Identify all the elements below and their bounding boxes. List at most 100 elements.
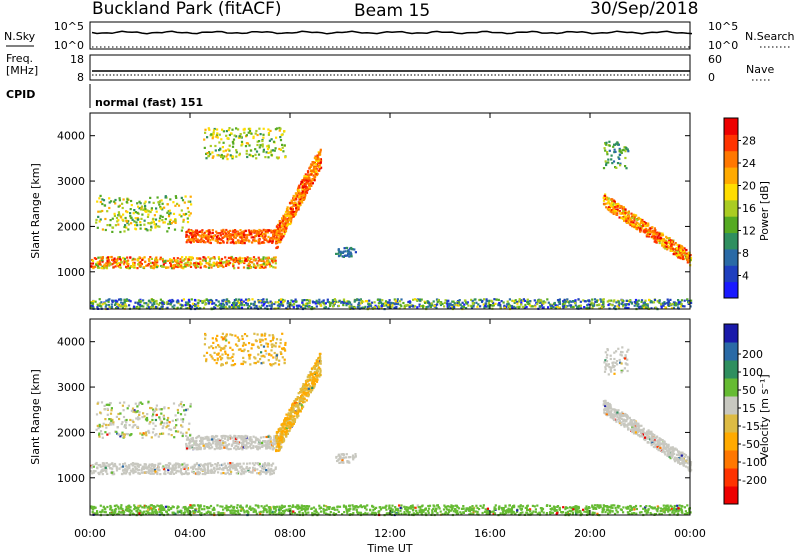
echo-cell (96, 200, 99, 203)
echo-cell (136, 511, 139, 514)
echo-cell (237, 509, 240, 512)
echo-cell (411, 304, 415, 307)
echo-cell (611, 506, 614, 510)
echo-cell (563, 298, 566, 301)
echo-cell (194, 236, 197, 240)
echo-cell (156, 196, 159, 199)
echo-cell (124, 303, 127, 306)
echo-cell (641, 220, 644, 223)
echo-cell (259, 133, 262, 136)
echo-cell (227, 129, 230, 132)
echo-cell (111, 263, 114, 266)
echo-cell (253, 302, 256, 305)
echo-cell (108, 197, 111, 200)
echo-cell (191, 305, 194, 309)
echo-cell (106, 256, 109, 259)
echo-cell (579, 300, 582, 303)
echo-cell (273, 233, 276, 236)
echo-cell (214, 144, 217, 148)
echo-cell (526, 298, 529, 301)
echo-cell (648, 298, 651, 301)
echo-cell (225, 298, 228, 301)
echo-cell (92, 306, 95, 309)
echo-cell (463, 303, 466, 306)
echo-cell (409, 507, 413, 510)
echo-cell (354, 505, 357, 508)
echo-cell (250, 236, 253, 239)
echo-cell (113, 257, 116, 260)
echo-cell (668, 239, 671, 242)
echo-cell (441, 302, 444, 305)
echo-cell (391, 510, 394, 514)
echo-cell (228, 238, 231, 241)
echo-cell (301, 305, 304, 309)
echo-cell (391, 504, 394, 507)
echo-cell (199, 240, 202, 244)
echo-cell (675, 247, 679, 250)
echo-cell (456, 509, 459, 512)
echo-cell (152, 301, 155, 304)
echo-cell (219, 234, 222, 237)
echo-cell (255, 232, 258, 235)
echo-cell (295, 198, 298, 201)
echo-cell (302, 303, 305, 306)
echo-cell (140, 206, 143, 209)
echo-cell (164, 505, 167, 508)
echo-cell (196, 262, 199, 265)
echo-cell (425, 306, 428, 309)
echo-cell (274, 256, 277, 259)
echo-cell (616, 504, 620, 507)
echo-cell (658, 299, 661, 302)
echo-cell (186, 230, 189, 233)
echo-cell (611, 510, 614, 513)
echo-cell (142, 208, 145, 211)
echo-cell (90, 304, 93, 307)
echo-cell (281, 146, 284, 149)
echo-cell (316, 165, 319, 168)
echo-cell (623, 217, 626, 220)
echo-cell (272, 231, 275, 234)
echo-cell (353, 248, 356, 251)
echo-cell (413, 298, 417, 301)
echo-cell (623, 213, 626, 216)
echo-cell (116, 258, 119, 261)
echo-cell (293, 512, 296, 515)
echo-cell (464, 509, 467, 512)
echo-cell (268, 304, 271, 307)
echo-cell (663, 242, 666, 246)
echo-cell (689, 511, 692, 514)
echo-cell (148, 222, 151, 225)
echo-cell (608, 209, 611, 212)
echo-cell (667, 237, 670, 240)
echo-cell (613, 148, 616, 151)
echo-cell (133, 505, 137, 509)
echo-cell (686, 504, 689, 507)
echo-cell (261, 139, 264, 143)
echo-cell (176, 265, 179, 269)
echo-cell (102, 199, 106, 202)
echo-cell (672, 507, 675, 510)
echo-cell (90, 306, 93, 309)
echo-cell (315, 305, 318, 308)
echo-cell (262, 304, 265, 307)
echo-cell (289, 222, 292, 226)
echo-cell (218, 303, 221, 307)
echo-cell (240, 303, 243, 306)
echo-cell (397, 512, 400, 515)
echo-cell (630, 212, 633, 215)
echo-cell (679, 245, 682, 248)
echo-cell (570, 304, 573, 307)
echo-cell (539, 299, 542, 302)
echo-cell (318, 152, 321, 155)
echo-cell (337, 510, 340, 513)
echo-cell (194, 229, 198, 232)
echo-cell (182, 220, 185, 223)
echo-cell (118, 256, 121, 259)
echo-cell (636, 226, 639, 229)
echo-cell (653, 231, 656, 234)
echo-cell (641, 225, 645, 228)
echo-cell (119, 298, 122, 301)
echo-cell (689, 259, 692, 262)
echo-cell (324, 306, 327, 309)
echo-cell (562, 300, 565, 303)
